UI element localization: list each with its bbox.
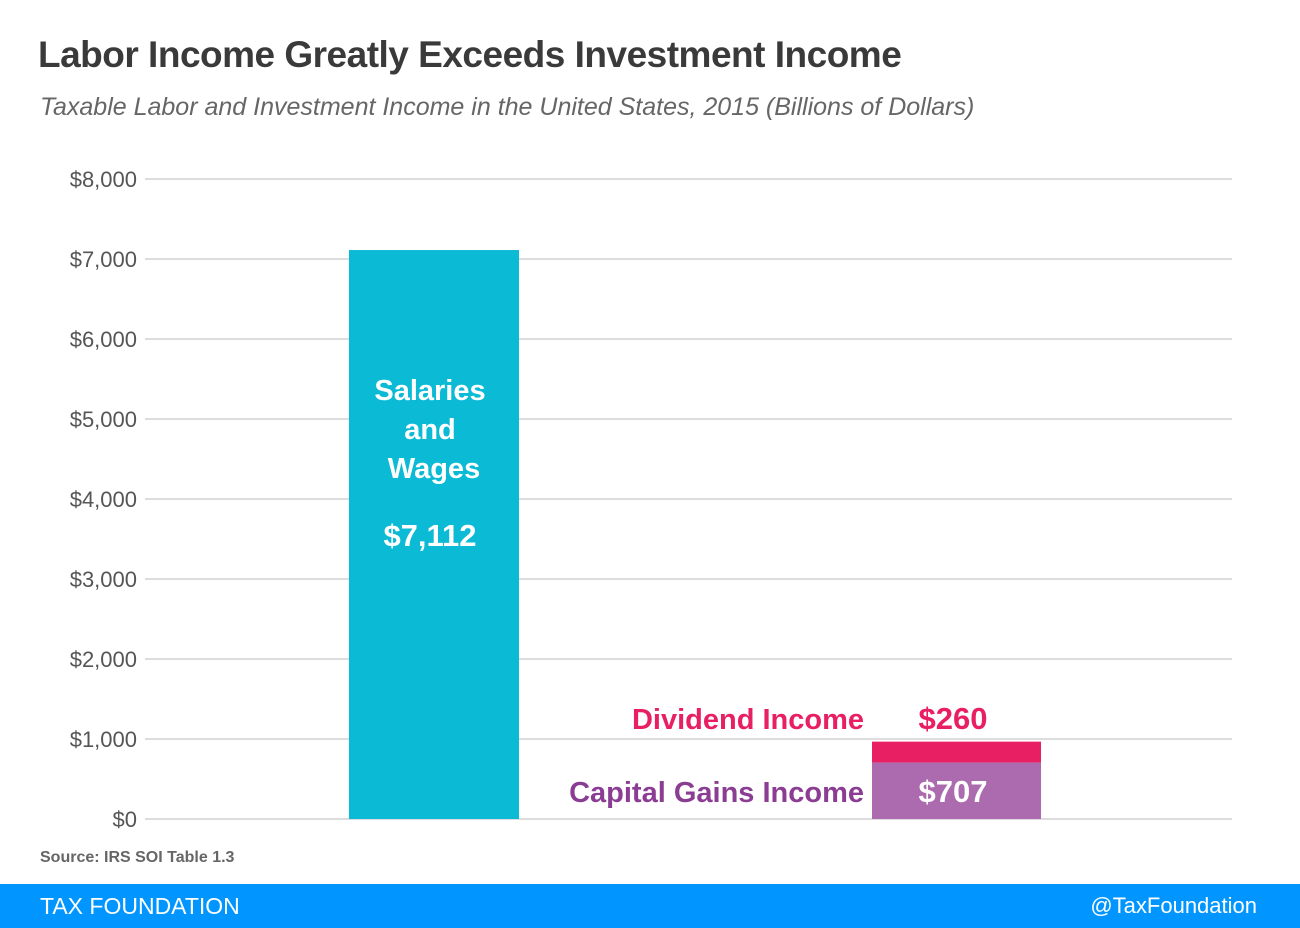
dividend-value-label: $260	[919, 701, 988, 736]
data-labels: Salaries and Wages $7,112 Dividend Incom…	[374, 375, 987, 809]
y-tick-label: $2,000	[70, 647, 137, 672]
chart-subtitle: Taxable Labor and Investment Income in t…	[40, 93, 975, 121]
bar-dividend	[872, 741, 1041, 763]
salaries-label-line-3: Wages	[388, 453, 480, 485]
y-tick-label: $0	[113, 807, 137, 832]
chart-title: Labor Income Greatly Exceeds Investment …	[38, 34, 902, 75]
salaries-label-line-1: Salaries	[374, 375, 485, 407]
y-tick-label: $7,000	[70, 247, 137, 272]
bar-salaries-and-wages	[349, 250, 519, 820]
dividend-name-label: Dividend Income	[632, 704, 864, 736]
y-tick-label: $6,000	[70, 327, 137, 352]
gridlines	[145, 178, 1232, 820]
bars	[349, 250, 1041, 820]
bar-capital-gains	[872, 762, 1041, 819]
y-tick-label: $1,000	[70, 727, 137, 752]
capital-gains-name-label: Capital Gains Income	[569, 777, 864, 809]
salaries-label-line-2: and	[404, 414, 456, 446]
bar-chart: $0 $1,000 $2,000 $3,000 $4,000 $5,000 $6,000 $7…	[70, 167, 1232, 832]
footer-brand: TAX FOUNDATION	[40, 893, 240, 919]
y-tick-label: $3,000	[70, 567, 137, 592]
y-tick-label: $8,000	[70, 167, 137, 192]
capital-gains-value-label: $707	[919, 774, 988, 809]
y-tick-label: $5,000	[70, 407, 137, 432]
footer-bar: TAX FOUNDATION @TaxFoundation	[0, 884, 1300, 928]
source-note: Source: IRS SOI Table 1.3	[40, 849, 235, 866]
y-tick-label: $4,000	[70, 487, 137, 512]
footer-handle[interactable]: @TaxFoundation	[1090, 893, 1257, 918]
y-axis-ticks: $0 $1,000 $2,000 $3,000 $4,000 $5,000 $6,000 $7…	[70, 167, 137, 832]
salaries-value-label: $7,112	[383, 518, 476, 553]
